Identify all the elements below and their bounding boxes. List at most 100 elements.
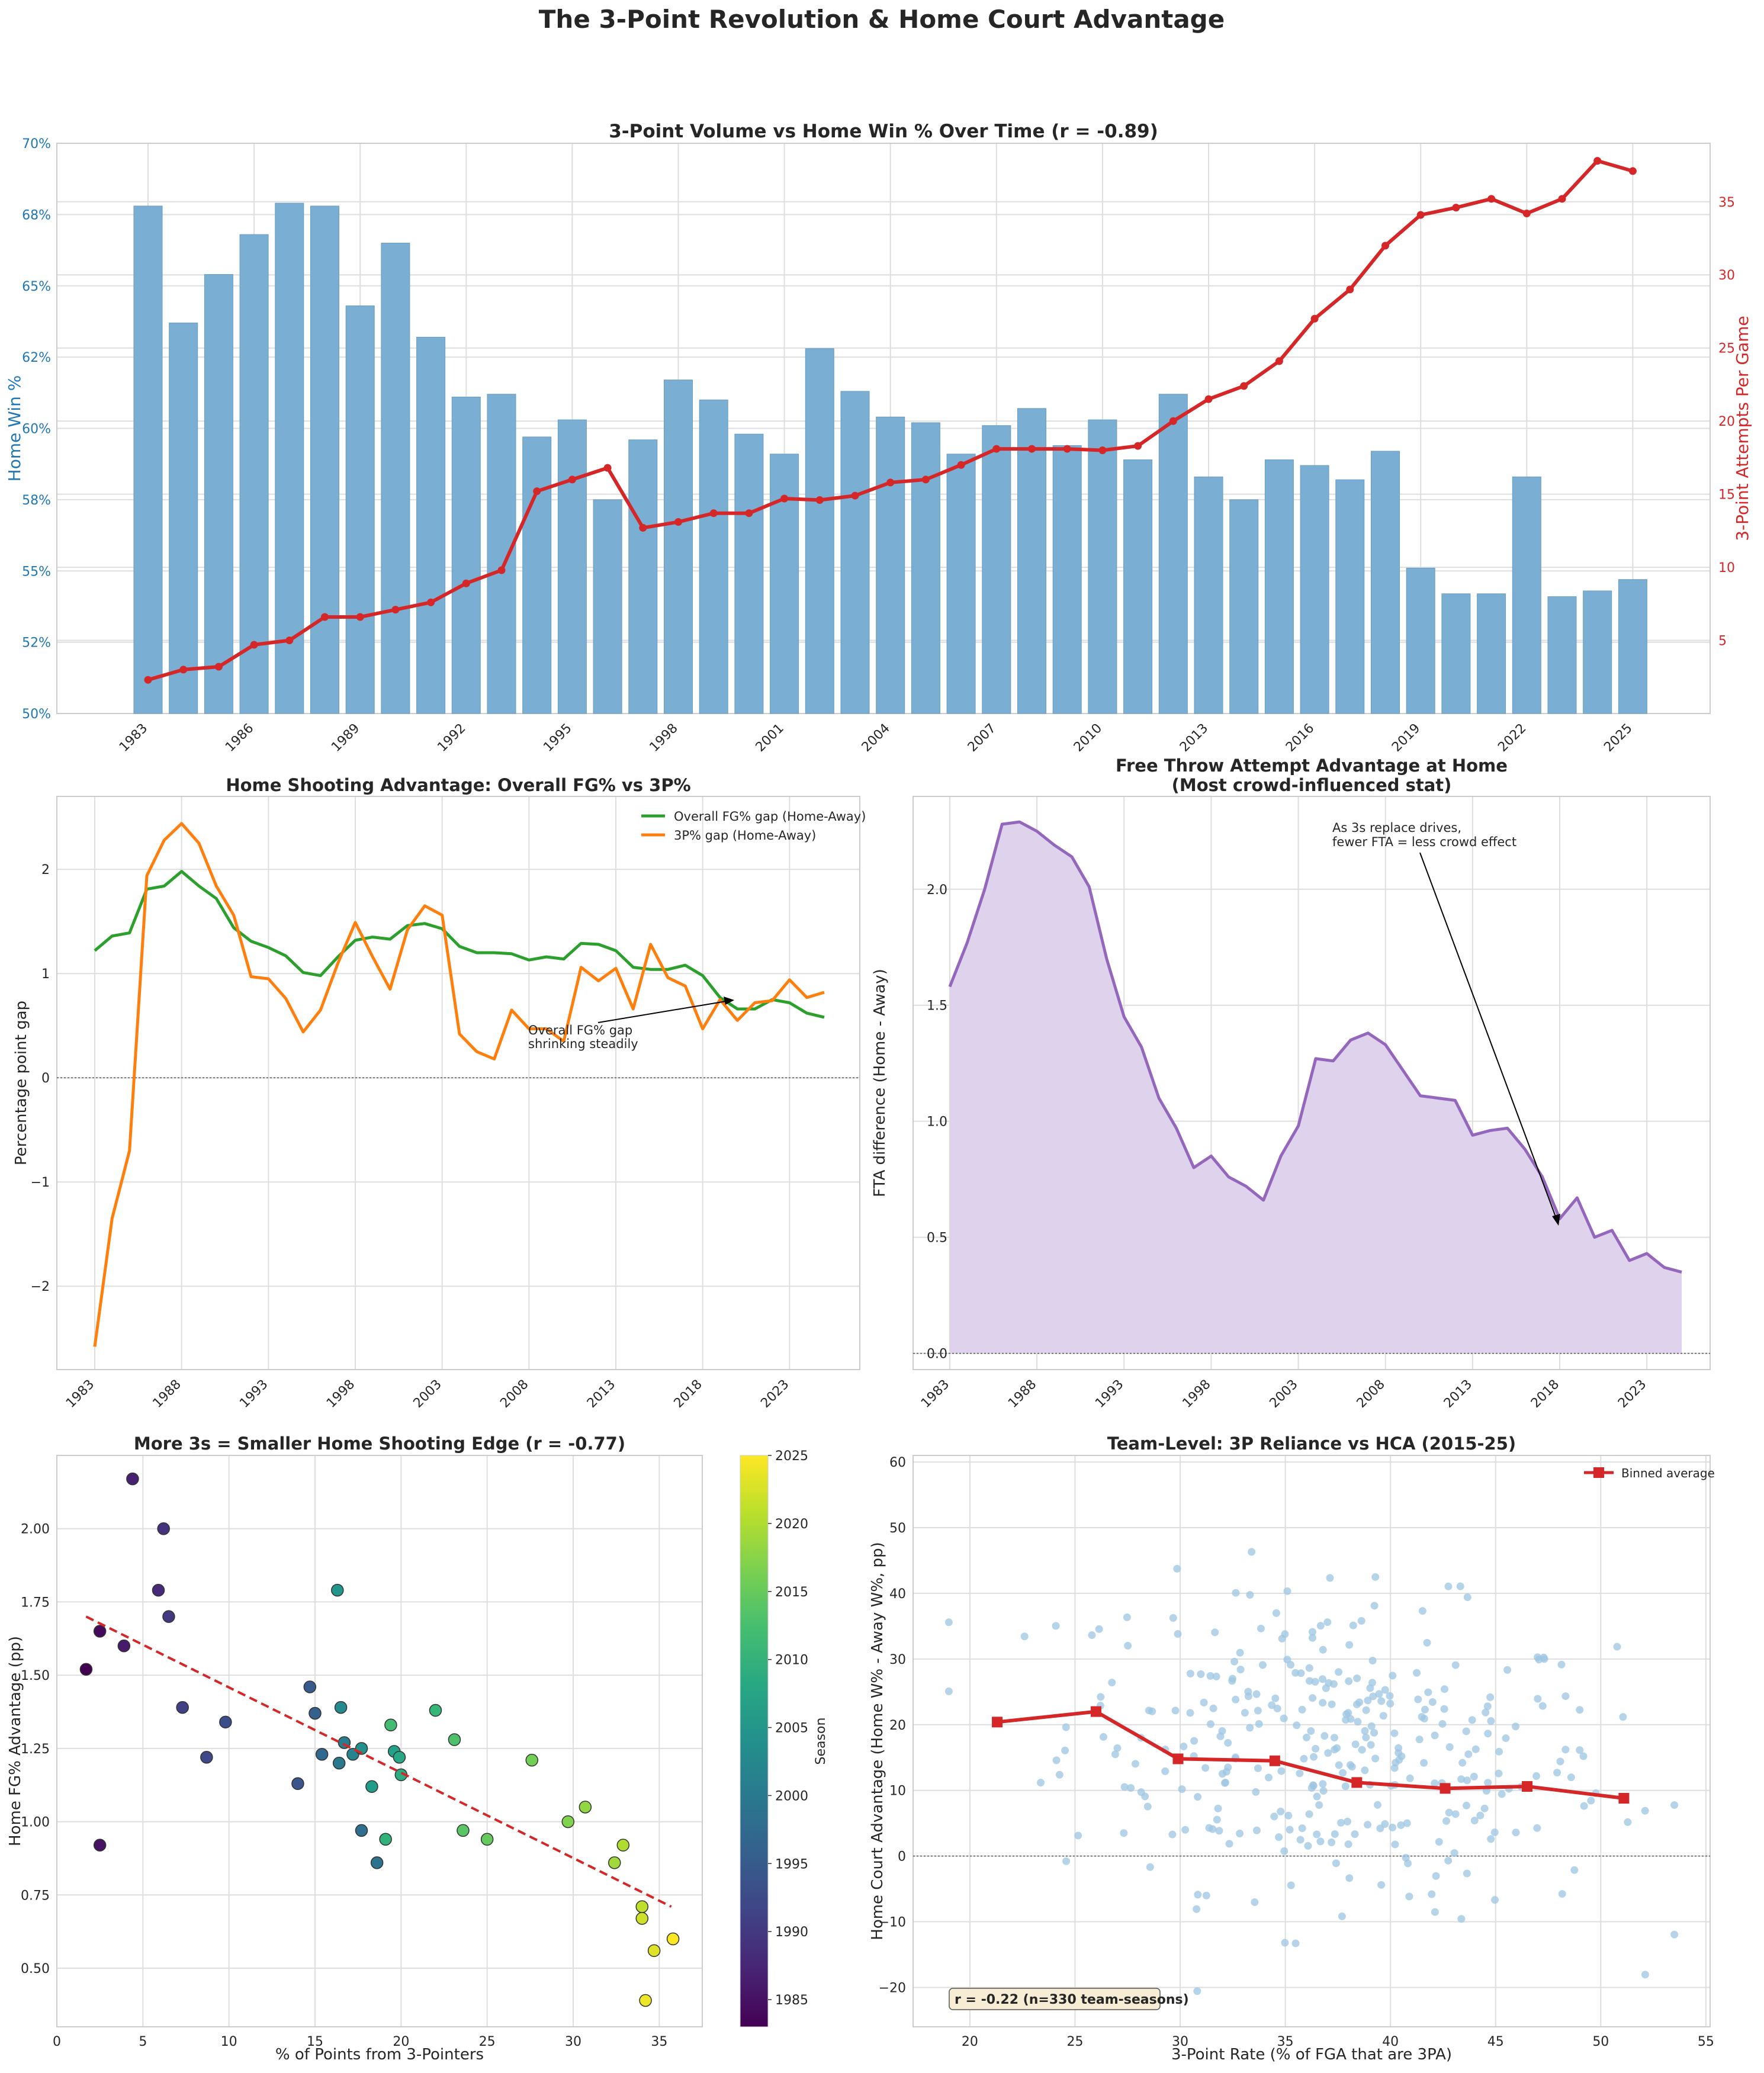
team-season-point bbox=[1641, 1807, 1649, 1815]
team-season-point bbox=[1457, 1915, 1466, 1923]
team-season-point bbox=[1444, 1582, 1453, 1590]
annotation-text: Overall FG% gap bbox=[528, 1023, 632, 1037]
3pa-point bbox=[1028, 445, 1036, 453]
home-win-bar bbox=[699, 399, 728, 714]
y-tick-label: 60% bbox=[22, 422, 51, 437]
y-tick-label: 0.5 bbox=[927, 1231, 947, 1246]
team-season-point bbox=[1221, 1778, 1229, 1786]
team-season-point bbox=[1450, 1849, 1458, 1857]
3pa-point bbox=[745, 509, 753, 518]
team-season-point bbox=[1389, 1672, 1397, 1680]
team-season-point bbox=[1471, 1745, 1480, 1753]
x-axis-label: % of Points from 3-Pointers bbox=[275, 2046, 484, 2064]
team-season-point bbox=[1178, 1785, 1186, 1794]
team-season-point bbox=[1370, 1602, 1379, 1610]
team-season-point bbox=[1373, 1801, 1381, 1809]
team-season-point bbox=[1224, 1738, 1232, 1747]
team-season-point bbox=[1194, 1793, 1202, 1801]
3pa-point bbox=[1098, 446, 1107, 455]
team-season-point bbox=[1252, 1826, 1261, 1834]
home-win-bar bbox=[1123, 459, 1153, 714]
team-season-point bbox=[1202, 1891, 1210, 1900]
season-point bbox=[332, 1756, 346, 1770]
season-point bbox=[393, 1750, 406, 1764]
team-season-point bbox=[1442, 1817, 1451, 1825]
y-tick-label: 1 bbox=[41, 967, 50, 982]
team-season-point bbox=[1148, 1707, 1156, 1715]
team-season-point bbox=[1370, 1728, 1379, 1737]
team-season-point bbox=[1397, 1752, 1406, 1760]
home-win-bar bbox=[1264, 459, 1294, 714]
team-season-point bbox=[1397, 1821, 1405, 1829]
team-season-point bbox=[1403, 1819, 1411, 1827]
y-tick-label: 40 bbox=[889, 1587, 906, 1602]
team-season-point bbox=[1482, 1708, 1490, 1717]
season-point bbox=[331, 1583, 344, 1597]
team-season-point bbox=[1344, 1817, 1352, 1825]
legend-label: 3P% gap (Home-Away) bbox=[674, 828, 816, 843]
3pa-point bbox=[462, 579, 470, 587]
annotation-arrow bbox=[597, 1000, 730, 1023]
team-season-point bbox=[1236, 1829, 1244, 1837]
team-season-point bbox=[1277, 1807, 1285, 1815]
team-season-point bbox=[1432, 1872, 1440, 1880]
team-season-point bbox=[1255, 1720, 1263, 1728]
team-season-point bbox=[1587, 1796, 1595, 1805]
team-season-point bbox=[1351, 1830, 1359, 1839]
team-season-point bbox=[1375, 1690, 1383, 1698]
x-tick-label: 55 bbox=[1698, 2035, 1714, 2049]
team-season-point bbox=[1670, 1801, 1679, 1809]
3pa-point bbox=[639, 523, 647, 532]
team-season-point bbox=[1339, 1769, 1347, 1777]
home-win-bar bbox=[381, 243, 410, 714]
home-win-bar bbox=[522, 436, 552, 714]
home-win-bar bbox=[1512, 476, 1541, 714]
team-season-point bbox=[1444, 1856, 1453, 1865]
team-season-point bbox=[1300, 1754, 1308, 1763]
team-season-point bbox=[1641, 1971, 1649, 1979]
season-point bbox=[457, 1824, 470, 1837]
team-season-point bbox=[1236, 1648, 1244, 1657]
team-season-point bbox=[1312, 1744, 1320, 1753]
team-season-point bbox=[1181, 1825, 1190, 1834]
y-tick-label: 60 bbox=[889, 1455, 906, 1470]
team-season-point bbox=[1281, 1630, 1289, 1638]
team-season-point bbox=[1319, 1645, 1327, 1654]
3pa-point bbox=[1063, 445, 1071, 453]
team-season-point bbox=[1389, 1823, 1397, 1831]
3pa-point bbox=[1204, 395, 1213, 403]
team-season-point bbox=[1131, 1760, 1139, 1768]
y2-tick-label: 20 bbox=[1718, 414, 1735, 429]
3pa-point bbox=[1134, 442, 1142, 450]
annotation-arrow bbox=[1419, 852, 1557, 1220]
home-win-bar bbox=[239, 234, 269, 714]
team-season-point bbox=[1320, 1732, 1329, 1740]
team-season-point bbox=[1248, 1548, 1256, 1556]
home-win-bar bbox=[1547, 596, 1577, 714]
team-season-point bbox=[1214, 1804, 1222, 1812]
trend-line bbox=[85, 1615, 672, 1908]
season-point bbox=[379, 1833, 392, 1846]
x-tick-label: 25 bbox=[479, 2035, 496, 2049]
x-axis-label: 3-Point Rate (% of FGA that are 3PA) bbox=[1171, 2046, 1452, 2064]
team-season-point bbox=[1498, 1790, 1506, 1798]
team-season-point bbox=[1305, 1810, 1313, 1818]
y-axis-label: FTA difference (Home - Away) bbox=[871, 969, 889, 1197]
team-season-point bbox=[1283, 1656, 1291, 1664]
team-season-point bbox=[1236, 1666, 1245, 1674]
team-season-point bbox=[1355, 1698, 1364, 1706]
team-season-point bbox=[1275, 1833, 1283, 1841]
team-season-point bbox=[1095, 1625, 1103, 1633]
team-season-point bbox=[1020, 1632, 1029, 1641]
season-point bbox=[200, 1750, 213, 1764]
3pa-point bbox=[1522, 210, 1531, 218]
season-point bbox=[561, 1815, 575, 1828]
season-point bbox=[309, 1706, 322, 1720]
team-season-point bbox=[1438, 1720, 1447, 1728]
team-season-point bbox=[1468, 1716, 1476, 1724]
colorbar-label: Season bbox=[814, 1718, 828, 1765]
team-season-point bbox=[1190, 1737, 1199, 1745]
mid-right-plot-frame bbox=[912, 796, 1711, 1370]
team-season-point bbox=[1346, 1761, 1354, 1769]
